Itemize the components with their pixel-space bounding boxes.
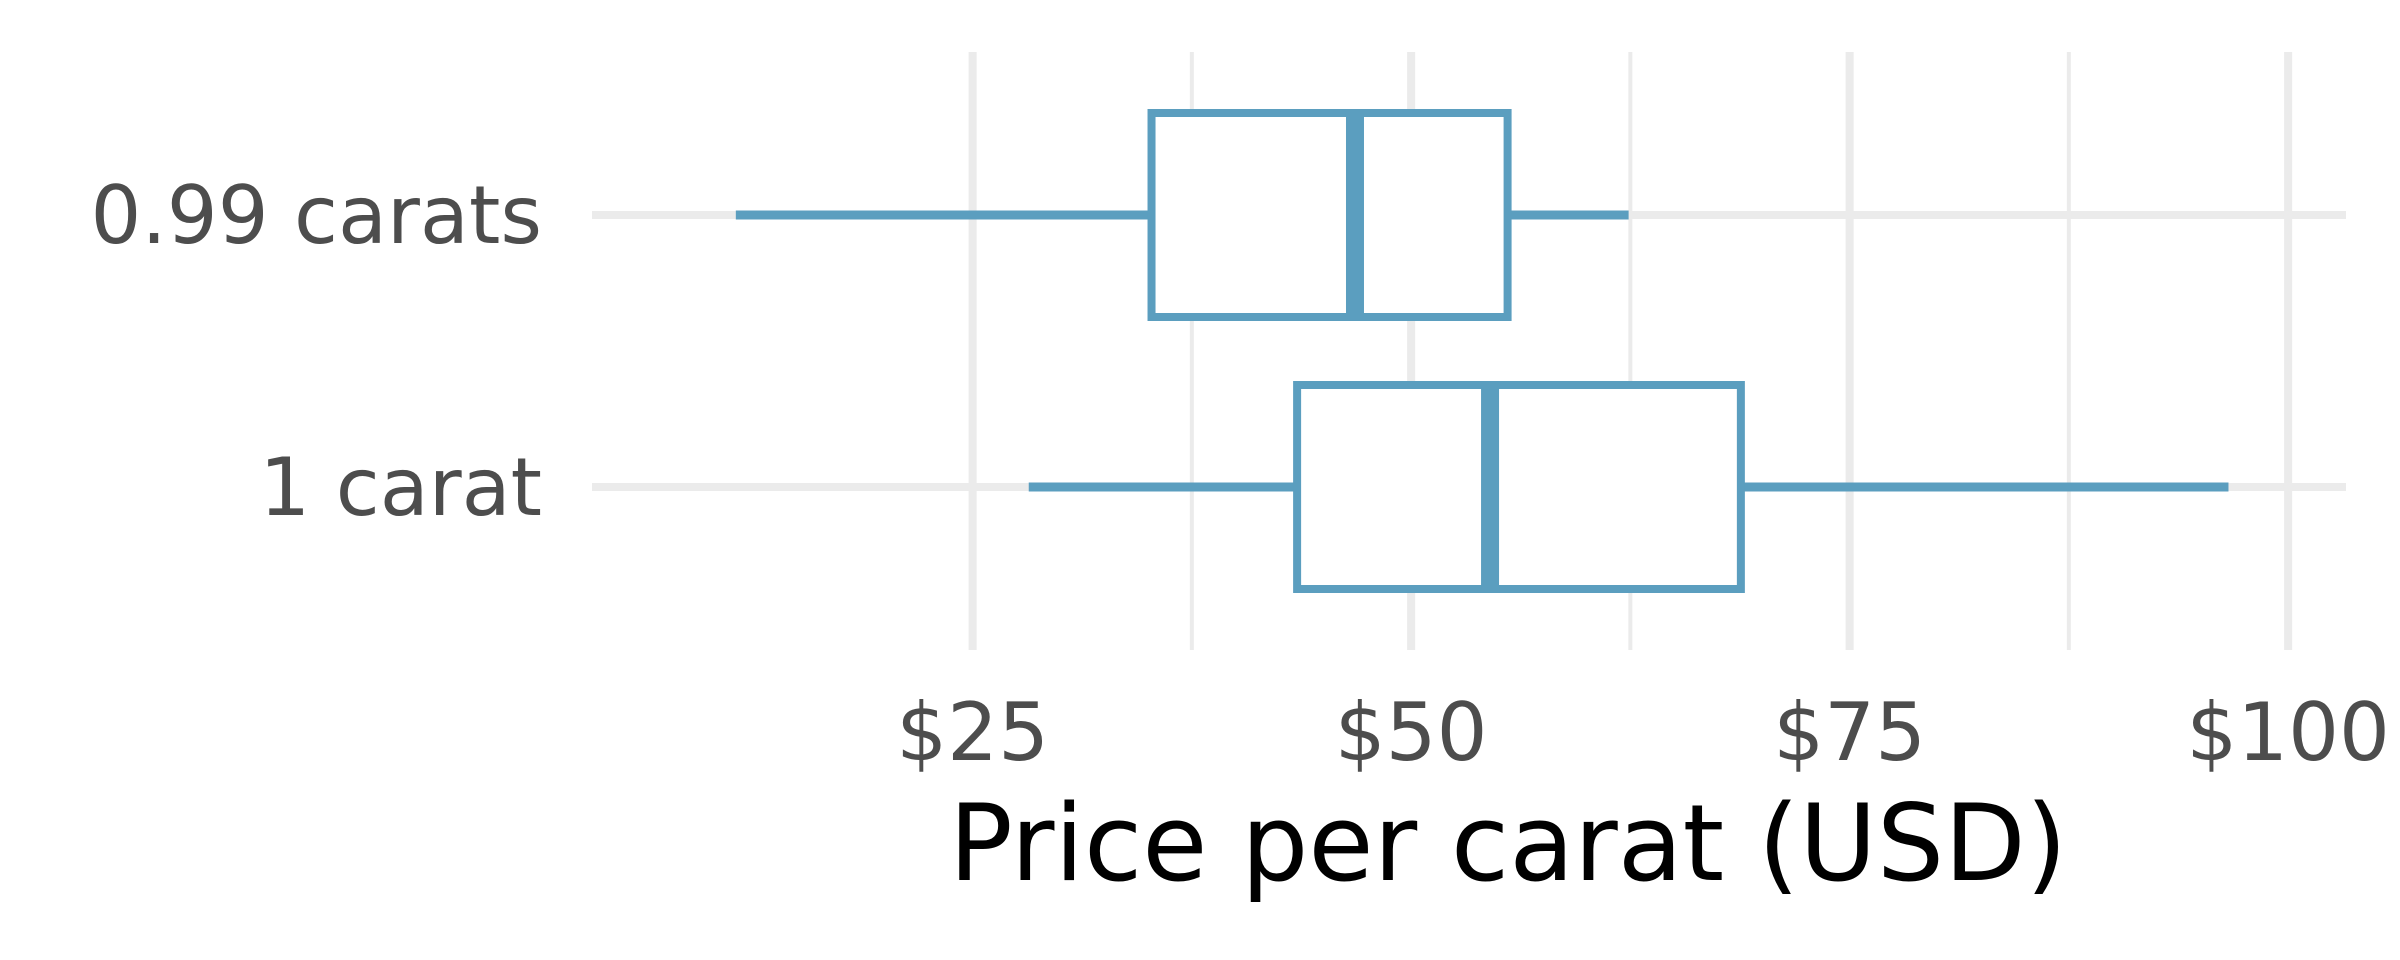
x-tick-label: $75 xyxy=(1773,686,1926,779)
x-axis: $25 $50 $75 $100 xyxy=(896,686,2390,779)
iqr-box xyxy=(1147,109,1512,321)
category-tick-label: 0.99 carats xyxy=(90,169,542,262)
x-tick-label: $25 xyxy=(896,686,1049,779)
category-tick-label: 1 carat xyxy=(259,441,542,534)
box-series xyxy=(735,109,2229,593)
x-tick-label: $100 xyxy=(2186,686,2390,779)
x-tick-label: $50 xyxy=(1335,686,1488,779)
box-1 xyxy=(735,109,1629,321)
box-2 xyxy=(1028,381,2229,593)
category-axis: 0.99 carats 1 carat xyxy=(90,169,542,534)
iqr-box xyxy=(1293,381,1745,593)
x-axis-title: Price per carat (USD) xyxy=(949,782,2067,905)
